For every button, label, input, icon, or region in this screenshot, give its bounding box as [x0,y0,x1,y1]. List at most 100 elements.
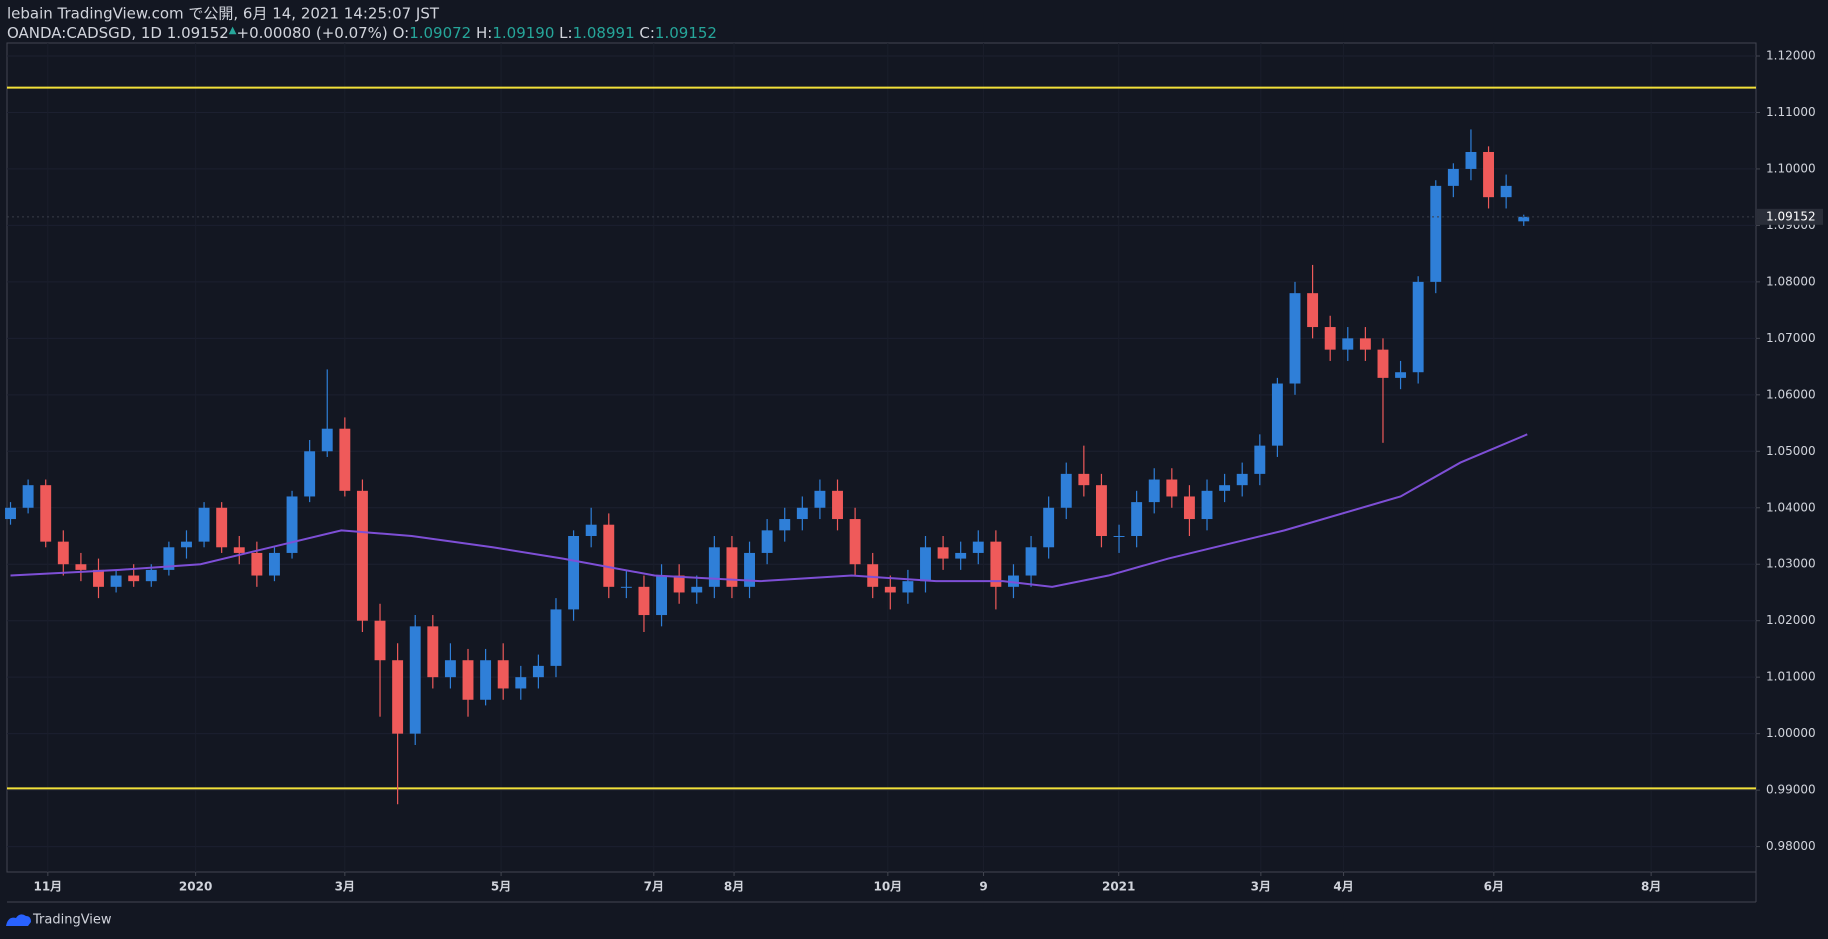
symbol: OANDA:CADSGD, 1D [7,24,162,42]
candle-body [1430,185,1442,282]
candle-body [75,564,87,570]
o-value: 1.09072 [409,24,471,42]
candle-body [1447,168,1459,186]
y-tick-label: 1.06000 [1766,387,1816,401]
candle-body [515,677,527,689]
candle-body [568,535,580,610]
y-tick-label: 1.08000 [1766,274,1816,288]
o-label: O: [393,24,410,42]
y-tick-label: 1.03000 [1766,557,1816,571]
candle-body [1324,327,1336,350]
candle-body [867,564,879,587]
candle-body [1359,338,1371,350]
candle-body [5,507,16,520]
price-label-box [1757,208,1823,225]
candle-body [656,575,668,616]
candle-body [1236,473,1248,486]
candle-body [691,586,703,593]
y-tick-label: 1.00000 [1766,726,1816,740]
candle-body [585,524,597,536]
candle-body [286,496,298,553]
y-tick-label: 1.10000 [1766,161,1816,175]
candle-body [251,552,263,576]
y-tick-label: 1.02000 [1766,613,1816,627]
price-label: 1.09152 [1766,209,1816,223]
x-tick-label: 2020 [179,880,212,894]
candle-body [1307,293,1319,328]
candle-body [22,485,34,508]
plot-frame [6,42,1757,873]
candle-body [532,665,544,678]
candle-body [409,626,421,734]
candle-body [1289,293,1301,384]
candle-body [163,547,175,570]
x-tick-label: 4月 [1333,880,1353,894]
candle-body [1395,372,1407,378]
candle-body [128,575,140,582]
up-arrow: ▲ [229,25,237,36]
candle-body [1465,151,1477,169]
candle-body [304,451,316,497]
candle-body [1412,281,1424,373]
candle-body [1342,338,1354,350]
candle-body [374,620,386,661]
y-tick-label: 1.12000 [1766,48,1816,62]
x-tick-label: 5月 [491,880,511,894]
candle-body [796,507,808,520]
x-tick-label: 10月 [873,880,902,894]
candle-body [603,524,615,587]
candle-body [550,609,562,666]
x-tick-label: 3月 [335,880,355,894]
l-value: 1.08991 [573,24,635,42]
candle-body [1518,216,1530,222]
price: 1.09152 [167,24,229,42]
x-tick-label: 11月 [33,880,62,894]
candle-body [1025,547,1037,576]
symbol-line: OANDA:CADSGD, 1D 1.09152▲+0.00080 (+0.07… [7,24,717,42]
x-tick-label: 7月 [644,880,664,894]
logo: TradingView [6,913,112,928]
candle-body [40,485,52,542]
candle-body [1183,496,1195,520]
candle-body [1201,490,1213,520]
candle-body [480,660,492,700]
candle-body [1254,445,1266,474]
x-tick-label: 8月 [1641,880,1661,894]
y-tick-label: 1.01000 [1766,670,1816,684]
candle-body [708,547,720,587]
brand: TradingView [32,913,112,928]
y-tick-label: 1.04000 [1766,500,1816,514]
x-tick-label: 6月 [1484,880,1504,894]
candle-body [638,586,650,616]
candle-body [779,519,791,531]
candle-body [216,507,228,548]
candle-body [462,660,474,700]
candle-body [1095,485,1107,536]
candle-body [497,660,509,689]
candle-body [990,541,1002,587]
candle-body [920,547,931,582]
candle-body [1131,502,1143,536]
candle-body [1500,185,1512,198]
candle-body [1060,473,1072,508]
candle-body [1008,575,1019,587]
y-tick-label: 0.98000 [1766,839,1816,853]
candle-body [761,530,773,553]
change: +0.00080 (+0.07%) [237,24,388,42]
candle-body [814,490,826,508]
candle-body [233,547,245,553]
l-label: L: [559,24,572,42]
candle-body [1377,349,1389,378]
moving-average [10,433,1528,588]
candle-body [884,586,896,593]
candle-body [620,586,632,588]
candle-body [902,581,914,593]
y-tick-label: 1.05000 [1766,444,1816,458]
candle-body [1271,383,1283,446]
candle-body [110,575,122,587]
candle-body [832,490,843,520]
h-label: H: [476,24,492,42]
h-value: 1.09190 [492,24,554,42]
